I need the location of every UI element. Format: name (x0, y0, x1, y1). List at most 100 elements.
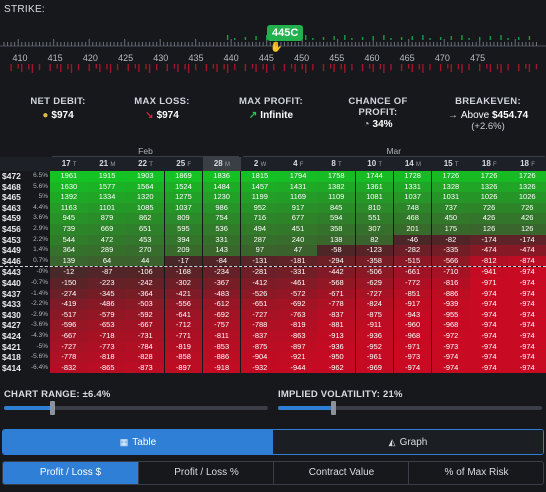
table-cell[interactable]: -579 (88, 309, 126, 321)
table-cell[interactable]: 879 (88, 213, 126, 224)
table-cell[interactable]: -710 (432, 267, 470, 278)
table-cell[interactable]: -944 (279, 362, 317, 374)
table-cell[interactable]: 1275 (164, 192, 203, 203)
table-cell[interactable]: 1869 (164, 171, 203, 182)
date-column-header[interactable]: 18 F (520, 159, 535, 168)
table-cell[interactable]: -727 (355, 288, 394, 300)
table-cell[interactable]: 143 (202, 245, 241, 256)
table-cell[interactable]: -974 (508, 341, 546, 353)
table-cell[interactable]: -421 (164, 288, 203, 300)
table-cell[interactable]: -816 (432, 277, 470, 289)
table-cell[interactable]: 1031 (432, 192, 470, 203)
table-cell[interactable]: -941 (470, 267, 508, 278)
table-cell[interactable]: -503 (126, 299, 165, 310)
table-cell[interactable]: -863 (279, 330, 317, 342)
table-cell[interactable]: -819 (279, 320, 317, 331)
table-cell[interactable]: -939 (432, 299, 470, 310)
date-column-header[interactable]: 18 F (481, 159, 497, 168)
table-cell[interactable]: -556 (164, 299, 203, 310)
table-cell[interactable]: -960 (393, 320, 432, 331)
table-cell[interactable]: -461 (279, 277, 317, 289)
table-cell[interactable]: -818 (88, 352, 126, 363)
table-cell[interactable]: -242 (126, 277, 165, 289)
table-cell[interactable]: 270 (126, 245, 165, 256)
table-cell[interactable]: -788 (241, 320, 279, 331)
table-cell[interactable]: -181 (279, 255, 317, 267)
table-cell[interactable]: 1081 (355, 192, 394, 203)
table-cell[interactable]: 1334 (88, 192, 126, 203)
table-cell[interactable]: -974 (470, 320, 508, 331)
table-cell[interactable]: 1361 (355, 181, 394, 193)
table-cell[interactable]: 1815 (241, 171, 279, 182)
strike-slider[interactable]: 445C ✋ 410 415 420 425 430 435 440 445 450 455 460… (0, 20, 546, 88)
table-cell[interactable]: -875 (355, 309, 394, 321)
table-cell[interactable]: -974 (508, 299, 546, 310)
table-cell[interactable]: -474 (470, 245, 508, 256)
table-cell[interactable]: -778 (50, 352, 88, 363)
table-cell[interactable]: 1037 (164, 202, 203, 214)
table-cell[interactable]: -506 (355, 267, 394, 278)
table-cell[interactable]: 1085 (126, 202, 165, 214)
tab-profit-loss-dollar[interactable]: Profit / Loss $ (3, 462, 138, 484)
table-cell[interactable]: 126 (470, 223, 508, 235)
table-cell[interactable]: 289 (88, 245, 126, 256)
table-cell[interactable]: -974 (470, 288, 508, 300)
table-cell[interactable]: -969 (355, 362, 394, 374)
table-cell[interactable]: -973 (393, 352, 432, 363)
table-cell[interactable]: 1961 (50, 171, 88, 182)
table-cell[interactable]: -819 (164, 341, 203, 353)
table-cell[interactable]: -653 (88, 320, 126, 331)
table-cell[interactable]: -886 (202, 352, 241, 363)
table-cell[interactable]: 1836 (202, 171, 241, 182)
table-cell[interactable]: -661 (393, 267, 432, 278)
table-cell[interactable]: -150 (50, 277, 88, 289)
table-cell[interactable]: -851 (393, 288, 432, 300)
table-cell[interactable]: -174 (470, 234, 508, 246)
table-cell[interactable]: -968 (432, 320, 470, 331)
table-cell[interactable]: 64 (88, 255, 126, 267)
chart-range-slider[interactable] (4, 401, 268, 415)
table-cell[interactable]: -974 (508, 362, 546, 374)
table-cell[interactable]: -58 (317, 245, 356, 256)
table-cell[interactable]: -757 (202, 320, 241, 331)
date-column-header[interactable]: 4 F (293, 159, 304, 168)
table-cell[interactable]: -971 (393, 341, 432, 353)
table-cell[interactable]: -881 (317, 320, 356, 331)
table-cell[interactable]: -974 (508, 309, 546, 321)
table-cell[interactable]: 209 (164, 245, 203, 256)
table-cell[interactable]: 1230 (202, 192, 241, 203)
date-column-header[interactable]: 17 T (61, 159, 77, 168)
table-cell[interactable]: -811 (202, 330, 241, 342)
table-cell[interactable]: -837 (241, 330, 279, 342)
table-cell[interactable]: -974 (470, 341, 508, 353)
table-cell[interactable]: 287 (241, 234, 279, 246)
table-cell[interactable]: 1331 (393, 181, 432, 193)
table-cell[interactable]: -972 (432, 330, 470, 342)
table-cell[interactable]: -168 (164, 267, 203, 278)
table-cell[interactable]: 669 (88, 223, 126, 235)
table-cell[interactable]: -131 (241, 255, 279, 267)
table-cell[interactable]: 1163 (50, 202, 88, 214)
table-cell[interactable]: -84 (202, 255, 241, 267)
table-cell[interactable]: -294 (317, 255, 356, 267)
table-cell[interactable]: 1026 (470, 192, 508, 203)
table-cell[interactable]: 175 (432, 223, 470, 235)
date-column-header[interactable]: 15 T (443, 159, 459, 168)
table-cell[interactable]: -974 (470, 362, 508, 374)
table-cell[interactable]: 1915 (88, 171, 126, 182)
table-cell[interactable]: -483 (202, 288, 241, 300)
table-cell[interactable]: 358 (317, 223, 356, 235)
table-cell[interactable]: -12 (50, 267, 88, 278)
table-cell[interactable]: 945 (50, 213, 88, 224)
table-cell[interactable]: 1564 (126, 181, 165, 193)
table-cell[interactable]: -731 (126, 330, 165, 342)
table-cell[interactable]: -875 (241, 341, 279, 353)
table-cell[interactable]: 126 (508, 223, 546, 235)
table-cell[interactable]: -897 (279, 341, 317, 353)
table-cell[interactable]: -812 (470, 255, 508, 267)
table-cell[interactable]: 1484 (202, 181, 241, 193)
table-cell[interactable]: -727 (241, 309, 279, 321)
table-cell[interactable]: -832 (50, 362, 88, 374)
table-cell[interactable]: -952 (355, 341, 394, 353)
table-cell[interactable]: 677 (279, 213, 317, 224)
